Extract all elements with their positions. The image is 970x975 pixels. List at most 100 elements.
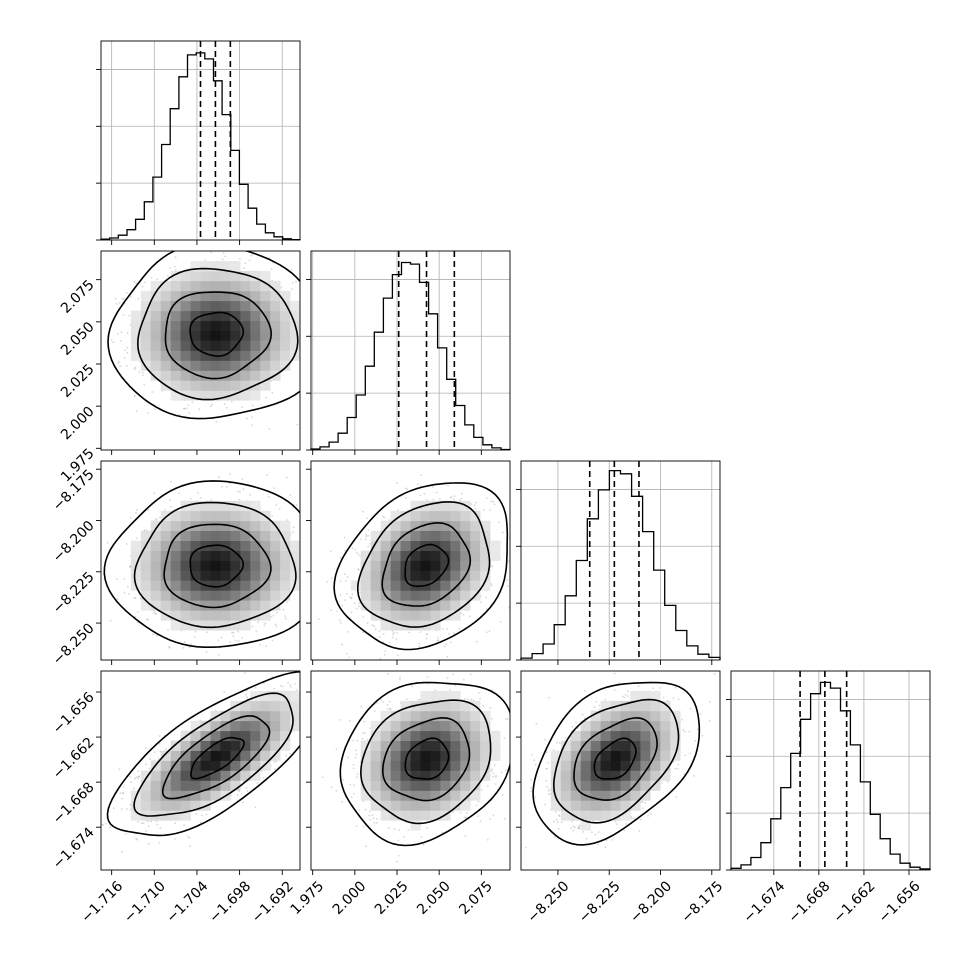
- scatter-point: [205, 651, 208, 653]
- density-cell: [400, 520, 411, 531]
- scatter-point: [327, 527, 329, 529]
- density-cell: [270, 690, 281, 702]
- density-cell: [250, 770, 261, 781]
- scatter-point: [479, 820, 482, 823]
- density-cell: [230, 330, 241, 341]
- density-cell: [200, 310, 211, 321]
- scatter-point: [138, 775, 141, 778]
- scatter-point: [531, 754, 533, 756]
- density-cell: [210, 510, 221, 522]
- scatter-point: [356, 495, 358, 497]
- scatter-point: [341, 801, 343, 803]
- scatter-point: [197, 491, 200, 494]
- density-cell: [600, 800, 611, 811]
- scatter-point: [420, 836, 423, 838]
- density-cell: [460, 770, 471, 781]
- density-cell: [180, 560, 191, 571]
- density-cell: [150, 330, 161, 341]
- density-cell: [440, 600, 451, 611]
- density-cell: [430, 520, 441, 531]
- density-cell: [160, 780, 171, 791]
- scatter-point: [312, 698, 314, 700]
- scatter-point: [492, 500, 495, 503]
- density-cell: [480, 580, 491, 591]
- scatter-point: [441, 628, 444, 630]
- scatter-point: [558, 814, 560, 817]
- density-cell: [370, 580, 381, 591]
- density-cell: [200, 510, 211, 522]
- scatter-point: [349, 596, 351, 598]
- density-cell: [260, 530, 271, 541]
- scatter-point: [136, 621, 139, 624]
- scatter-point: [548, 788, 551, 791]
- density-cell: [170, 280, 181, 292]
- scatter-point: [316, 589, 318, 591]
- density-cell: [240, 610, 251, 621]
- density-cell: [380, 770, 391, 781]
- scatter-point: [460, 497, 463, 500]
- scatter-point: [396, 632, 399, 634]
- density-cell: [470, 740, 481, 751]
- scatter-point: [354, 757, 357, 759]
- density-cell: [410, 710, 421, 722]
- density-cell: [440, 790, 451, 801]
- scatter-point: [598, 704, 601, 707]
- scatter-point: [339, 594, 342, 596]
- scatter-point: [133, 395, 136, 398]
- density-cell: [290, 310, 300, 321]
- density-cell: [190, 510, 201, 522]
- density-cell: [140, 600, 152, 611]
- x-tick-label: −1.662: [831, 878, 879, 926]
- grid: [731, 671, 930, 870]
- density-cell: [430, 500, 441, 512]
- density-cell: [630, 740, 641, 751]
- density-cell: [200, 570, 211, 581]
- density-cell: [220, 730, 231, 741]
- density-cell: [480, 720, 491, 732]
- density-cell: [360, 760, 371, 771]
- scatter-point: [135, 511, 138, 514]
- density-cell: [660, 770, 671, 781]
- scatter-point: [392, 633, 394, 635]
- scatter-point: [167, 275, 169, 277]
- scatter-point: [112, 807, 115, 810]
- scatter-point: [546, 751, 548, 754]
- density-cell: [560, 790, 572, 801]
- scatter-point: [152, 633, 155, 636]
- density-cell: [420, 510, 431, 522]
- scatter-point: [490, 500, 493, 503]
- density-cell: [640, 690, 651, 702]
- scatter-point: [373, 625, 376, 628]
- density-cell: [640, 720, 651, 732]
- scatter-point: [683, 773, 686, 775]
- density-cell: [450, 590, 461, 601]
- scatter-point: [130, 781, 133, 784]
- density-cell: [380, 540, 391, 551]
- scatter-point: [573, 826, 576, 829]
- density-cell: [640, 760, 651, 771]
- scatter-point: [371, 814, 374, 817]
- density-cell: [240, 570, 251, 581]
- density-cell: [240, 730, 251, 741]
- density-cell: [470, 770, 481, 781]
- density-cell: [450, 690, 461, 702]
- scatter-point: [641, 800, 644, 803]
- scatter-point: [344, 580, 347, 582]
- density-cell: [450, 710, 461, 722]
- density-cell: [390, 770, 401, 781]
- scatter-point: [491, 564, 494, 567]
- density-cell: [440, 770, 451, 781]
- scatter-point: [346, 630, 349, 633]
- density-cell: [240, 500, 251, 512]
- density-cell: [610, 710, 621, 722]
- scatter-point: [367, 545, 370, 548]
- density-cell: [200, 330, 211, 341]
- scatter-point: [274, 623, 277, 626]
- scatter-point: [506, 718, 509, 720]
- scatter-point: [255, 630, 258, 633]
- scatter-point: [508, 606, 510, 609]
- density-cell: [140, 350, 152, 361]
- density-cell: [480, 740, 491, 751]
- scatter-point: [170, 505, 172, 508]
- scatter-point: [135, 776, 137, 779]
